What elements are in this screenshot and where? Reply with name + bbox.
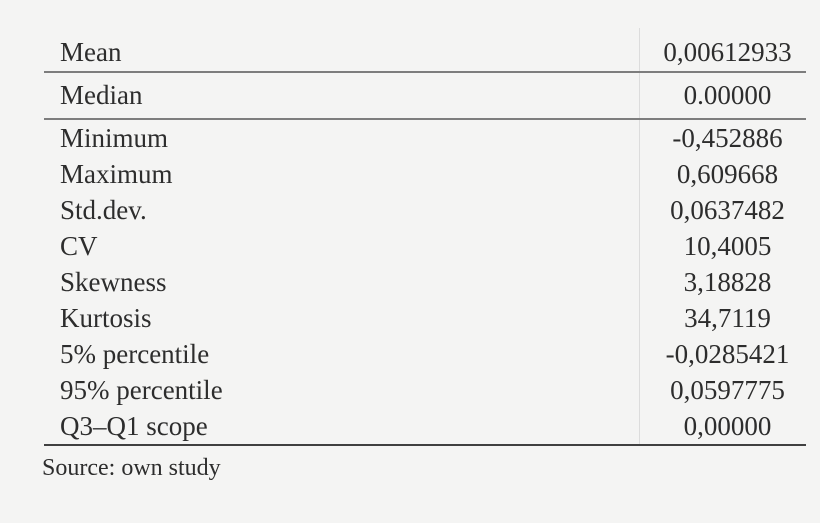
table-row: Skewness 3,18828 <box>44 264 806 300</box>
stat-label-cell: Kurtosis <box>60 303 152 333</box>
stat-label-cell: 95% percentile <box>60 375 223 405</box>
statistics-table-body: Mean 0,00612933 Median 0.00000 Minimum -… <box>44 28 806 446</box>
stat-value-cell: 0,0597775 <box>639 372 806 408</box>
stat-label-cell: 5% percentile <box>60 339 210 369</box>
table-row: Kurtosis 34,7119 <box>44 300 806 336</box>
stat-value-cell: -0,452886 <box>639 119 806 156</box>
table-row: CV 10,4005 <box>44 228 806 264</box>
stat-value-cell: 0,00000 <box>639 408 806 446</box>
table-row: Mean 0,00612933 <box>44 28 806 73</box>
stat-value-cell: 0,609668 <box>639 156 806 192</box>
table-row: Median 0.00000 <box>44 72 806 120</box>
stat-label-cell: Std.dev. <box>60 195 147 225</box>
stat-label-cell: Maximum <box>60 159 173 189</box>
stat-label-cell: Mean <box>44 28 640 73</box>
stat-value-cell: 34,7119 <box>639 300 806 336</box>
table-row: Q3–Q1 scope 0,00000 <box>44 408 806 446</box>
stat-label-cell: Minimum <box>60 123 169 153</box>
stat-value-cell: 10,4005 <box>639 228 806 264</box>
table-source-note: Source: own study <box>42 455 221 481</box>
stat-value-cell: 0,00612933 <box>639 28 806 73</box>
stat-label-cell: CV <box>60 231 98 261</box>
stat-value-cell: 3,18828 <box>639 264 806 300</box>
table-row: Maximum 0,609668 <box>44 156 806 192</box>
statistics-table: Mean 0,00612933 Median 0.00000 Minimum -… <box>44 28 806 446</box>
stat-value-cell: 0,0637482 <box>639 192 806 228</box>
table-row: Minimum -0,452886 <box>44 119 806 156</box>
table-row: 5% percentile -0,0285421 <box>44 336 806 372</box>
table-row: 95% percentile 0,0597775 <box>44 372 806 408</box>
stat-label-cell: Q3–Q1 scope <box>44 408 640 446</box>
stat-value-cell: 0.00000 <box>639 72 806 120</box>
statistics-table-figure: Mean 0,00612933 Median 0.00000 Minimum -… <box>42 28 806 481</box>
table-row: Std.dev. 0,0637482 <box>44 192 806 228</box>
stat-label-cell: Skewness <box>60 267 167 297</box>
stat-value-cell: -0,0285421 <box>639 336 806 372</box>
stat-label-cell: Median <box>44 72 640 120</box>
